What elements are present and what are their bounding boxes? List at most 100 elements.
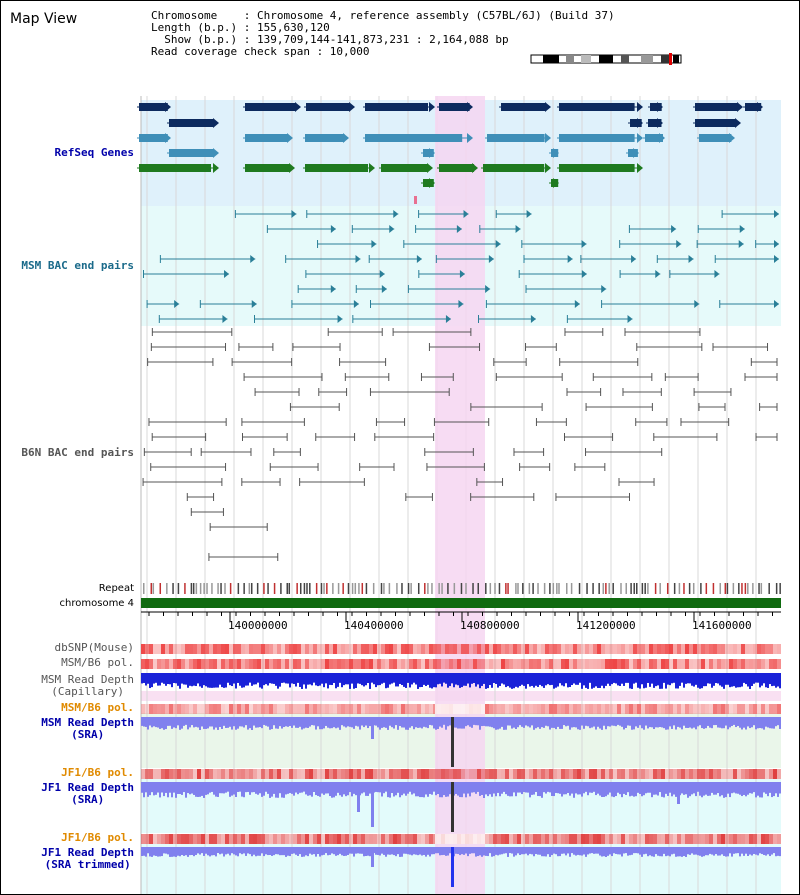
depth-jf1-trim-bar [523, 847, 525, 855]
track-label-msm-b6-pol[interactable]: MSM/B6 pol. [61, 656, 134, 669]
depth-capillary-bar [755, 673, 757, 683]
depth-jf1-bar [659, 782, 661, 793]
depth-capillary-bar [267, 673, 269, 686]
pol-cell [657, 659, 661, 669]
pol-cell [285, 704, 289, 714]
track-label-msm-bac[interactable]: MSM BAC end pairs [21, 259, 134, 272]
pol-cell [401, 834, 405, 844]
repeat-element [159, 583, 162, 594]
track-label-chromosome[interactable]: chromosome 4 [59, 598, 134, 609]
pol-cell [201, 659, 205, 669]
pol-cell [325, 704, 329, 714]
dbsnp-cell [481, 644, 485, 654]
track-label-msm-depth-sra[interactable]: MSM Read Depth (SRA) [41, 717, 134, 741]
pol-cell [145, 659, 149, 669]
depth-jf1-bar [735, 782, 737, 794]
track-label-msm-depth-capillary[interactable]: MSM Read Depth (Capillary) [41, 674, 134, 698]
depth-sra-bar [277, 717, 279, 729]
dbsnp-cell [345, 644, 349, 654]
repeat-element [273, 583, 276, 594]
depth-jf1-bar [471, 782, 473, 793]
depth-jf1-trim-bar [669, 847, 671, 857]
pol-cell [549, 834, 553, 844]
track-label-dbsnp[interactable]: dbSNP(Mouse) [54, 641, 134, 654]
ideogram-band [621, 55, 629, 63]
pol-cell [629, 769, 633, 779]
track-label-refseq[interactable]: RefSeq Genes [54, 146, 134, 159]
dbsnp-cell [761, 644, 765, 654]
depth-capillary-bar [427, 673, 429, 685]
pol-cell [189, 704, 193, 714]
depth-jf1-trim-bar [757, 847, 759, 856]
msm-bac-end [445, 315, 451, 323]
depth-jf1-trim-bar [469, 847, 471, 854]
pol-cell [141, 704, 145, 714]
depth-sra-bar [345, 717, 347, 728]
depth-sra-bar [625, 717, 627, 728]
depth-sra-bar [745, 717, 747, 730]
track-label-jf1-b6-pol-2[interactable]: JF1/B6 pol. [61, 831, 134, 844]
pol-cell [701, 769, 705, 779]
depth-jf1-bar [705, 782, 707, 795]
depth-jf1-bar [443, 782, 445, 796]
repeat-element [683, 583, 685, 594]
depth-capillary-bar [509, 673, 511, 688]
gene-exon [648, 119, 662, 127]
depth-capillary-bar [181, 673, 183, 684]
track-label-jf1-depth-sra[interactable]: JF1 Read Depth (SRA) [41, 782, 134, 806]
pol-cell [269, 704, 273, 714]
track-label-msm-b6-pol-2[interactable]: MSM/B6 pol. [61, 701, 134, 714]
depth-jf1-trim-bar [437, 847, 439, 854]
pol-cell [253, 834, 257, 844]
gene-exon [139, 103, 168, 111]
depth-sra-bar [189, 717, 191, 728]
depth-capillary-bar [475, 673, 477, 687]
dbsnp-cell [677, 644, 681, 654]
track-label-jf1-b6-pol[interactable]: JF1/B6 pol. [61, 766, 134, 779]
depth-jf1-bar [597, 782, 599, 794]
depth-jf1-trim-bar [555, 847, 557, 855]
dbsnp-cell [285, 644, 289, 654]
pol-cell [337, 834, 341, 844]
pol-cell [313, 659, 317, 669]
depth-sra-bar [387, 717, 389, 730]
repeat-element [552, 583, 555, 594]
track-label-b6n-bac[interactable]: B6N BAC end pairs [21, 446, 134, 459]
depth-sra-bar [285, 717, 287, 727]
depth-sra-bar [689, 717, 691, 728]
repeat-element [633, 583, 635, 594]
track-label-jf1-depth-trimmed[interactable]: JF1 Read Depth (SRA trimmed) [41, 847, 134, 871]
pol-cell [705, 834, 709, 844]
repeat-element [256, 583, 259, 594]
pol-cell [345, 834, 349, 844]
track-label-repeat[interactable]: Repeat [98, 583, 134, 594]
depth-sra-bar [667, 717, 669, 730]
depth-jf1-bar [151, 782, 153, 793]
msm-bac-end [631, 255, 637, 263]
depth-capillary-bar [321, 673, 323, 684]
pol-cell [553, 659, 557, 669]
pol-cell [721, 769, 725, 779]
depth-jf1-trim-bar [611, 847, 613, 857]
depth-capillary-bar [595, 673, 597, 687]
pol-cell [297, 834, 301, 844]
depth-capillary-bar [599, 673, 601, 688]
depth-jf1-bar [567, 782, 569, 793]
pol-cell [569, 769, 573, 779]
depth-capillary-bar [483, 673, 485, 684]
depth-sra-bar [473, 717, 475, 725]
depth-jf1-trim-bar [571, 847, 573, 854]
pol-cell [205, 834, 209, 844]
gene-arrow [429, 148, 435, 158]
msm-bac-end [567, 255, 573, 263]
depth-jf1-trim-bar [597, 847, 599, 854]
depth-jf1-bar [209, 782, 211, 793]
depth-jf1-trim-bar [397, 847, 399, 855]
pol-cell [425, 659, 429, 669]
pol-cell [777, 659, 781, 669]
depth-sra-bar [313, 717, 315, 726]
pol-cell [633, 769, 637, 779]
pol-cell [289, 704, 293, 714]
